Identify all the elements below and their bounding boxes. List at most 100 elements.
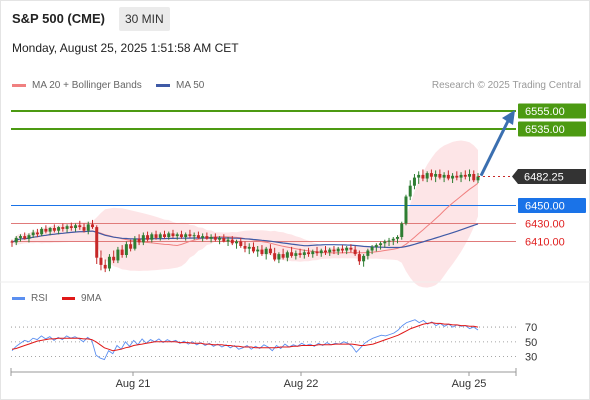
candle-body bbox=[65, 226, 69, 229]
candle-body bbox=[412, 177, 416, 186]
candle-body bbox=[429, 173, 433, 177]
candle-body bbox=[95, 227, 99, 258]
candle-body bbox=[171, 233, 175, 237]
candle-body bbox=[243, 246, 247, 249]
rsi-tick-70: 70 bbox=[525, 322, 537, 334]
candle-body bbox=[396, 237, 400, 239]
candle-body bbox=[239, 241, 243, 246]
candle-body bbox=[421, 174, 425, 179]
candle-body bbox=[61, 227, 65, 229]
candle-body bbox=[302, 252, 306, 255]
interval-button[interactable]: 30 MIN bbox=[119, 7, 170, 31]
candle-body bbox=[226, 239, 230, 242]
candle-body bbox=[27, 235, 31, 239]
legend-ma50: MA 50 bbox=[156, 80, 204, 91]
title-bar: S&P 500 (CME) 30 MIN bbox=[0, 0, 590, 36]
candle-body bbox=[455, 175, 459, 178]
candle-body bbox=[141, 235, 145, 243]
candle-body bbox=[57, 227, 61, 231]
candle-body bbox=[230, 239, 234, 244]
candle-body bbox=[281, 254, 285, 258]
x-tick-label: Aug 21 bbox=[116, 378, 151, 390]
candle-body bbox=[23, 236, 27, 239]
candle-body bbox=[434, 174, 438, 177]
candle-body bbox=[154, 234, 158, 238]
candle-body bbox=[107, 256, 111, 269]
candle-body bbox=[256, 249, 260, 252]
legend-ma20: MA 20 + Bollinger Bands bbox=[12, 80, 142, 91]
candle-body bbox=[209, 237, 213, 239]
candle-body bbox=[264, 248, 268, 255]
candle-body bbox=[353, 249, 357, 255]
candle-body bbox=[311, 251, 315, 255]
level-tag-6450.00-bg bbox=[518, 198, 586, 213]
candle-body bbox=[323, 250, 327, 253]
candle-body bbox=[251, 246, 255, 252]
candle-body bbox=[391, 238, 395, 241]
candle-body bbox=[205, 236, 209, 239]
level-tag-6535.00-bg bbox=[518, 121, 586, 137]
candle-body bbox=[175, 234, 179, 237]
level-tag-6555.00-bg bbox=[518, 103, 586, 119]
candle-body bbox=[86, 224, 90, 231]
ma20-label: MA 20 + Bollinger Bands bbox=[32, 80, 142, 91]
candle-body bbox=[201, 236, 205, 238]
candle-body bbox=[82, 227, 86, 231]
candle-body bbox=[404, 196, 408, 224]
candle-body bbox=[472, 174, 476, 181]
rsi-tick-30: 30 bbox=[525, 352, 537, 364]
candle-body bbox=[362, 255, 366, 262]
candle-body bbox=[137, 238, 141, 243]
credit-text: Research © 2025 Trading Central bbox=[431, 80, 581, 91]
last-price-tag-bg bbox=[512, 168, 586, 184]
candle-body bbox=[446, 174, 450, 179]
candle-body bbox=[31, 232, 35, 236]
candle-body bbox=[235, 241, 239, 244]
candle-body bbox=[400, 223, 404, 237]
level-tag-6535.00: 6535.00 bbox=[525, 124, 565, 136]
candle-body bbox=[116, 249, 120, 261]
last-price-tag: 6482.25 bbox=[524, 171, 564, 183]
candle-body bbox=[408, 185, 412, 197]
ma9-swatch bbox=[62, 297, 75, 300]
candle-body bbox=[425, 173, 429, 179]
timestamp: Monday, August 25, 2025 1:51:58 AM CET bbox=[12, 41, 239, 55]
candle-body bbox=[273, 253, 277, 260]
candle-body bbox=[184, 234, 188, 237]
candle-body bbox=[277, 254, 281, 260]
rsi-tick-50: 50 bbox=[525, 337, 537, 349]
candle-body bbox=[120, 249, 124, 255]
bollinger-band bbox=[12, 140, 478, 288]
rsi-label: RSI bbox=[31, 293, 48, 304]
candle-body bbox=[268, 248, 272, 254]
ma50-label: MA 50 bbox=[176, 80, 205, 91]
candle-body bbox=[35, 232, 39, 235]
candle-body bbox=[52, 228, 56, 231]
candle-body bbox=[336, 248, 340, 252]
level-tag-6430.00: 6430.00 bbox=[525, 219, 565, 231]
candle-body bbox=[451, 175, 455, 179]
ma20-swatch bbox=[12, 84, 26, 87]
candle-body bbox=[213, 237, 217, 240]
candle-body bbox=[345, 247, 349, 251]
legend-9ma: 9MA bbox=[62, 293, 102, 304]
candle-body bbox=[383, 241, 387, 244]
rsi-ma-line bbox=[11, 322, 479, 352]
candle-body bbox=[146, 235, 150, 240]
candle-body bbox=[40, 228, 44, 235]
level-tag-6555.00: 6555.00 bbox=[525, 106, 565, 118]
ma50-line bbox=[11, 223, 479, 249]
candle-body bbox=[387, 240, 391, 242]
candle-body bbox=[163, 234, 167, 237]
candle-body bbox=[340, 248, 344, 251]
candle-body bbox=[374, 245, 378, 247]
candle-body bbox=[112, 256, 116, 261]
candle-body bbox=[366, 250, 370, 256]
ma50-swatch bbox=[156, 84, 170, 87]
legend-rsi: RSI bbox=[12, 293, 48, 304]
candle-body bbox=[357, 254, 361, 262]
candle-body bbox=[188, 234, 192, 237]
candle-body bbox=[294, 253, 298, 256]
candle-body bbox=[150, 234, 154, 240]
candle-body bbox=[192, 235, 196, 237]
